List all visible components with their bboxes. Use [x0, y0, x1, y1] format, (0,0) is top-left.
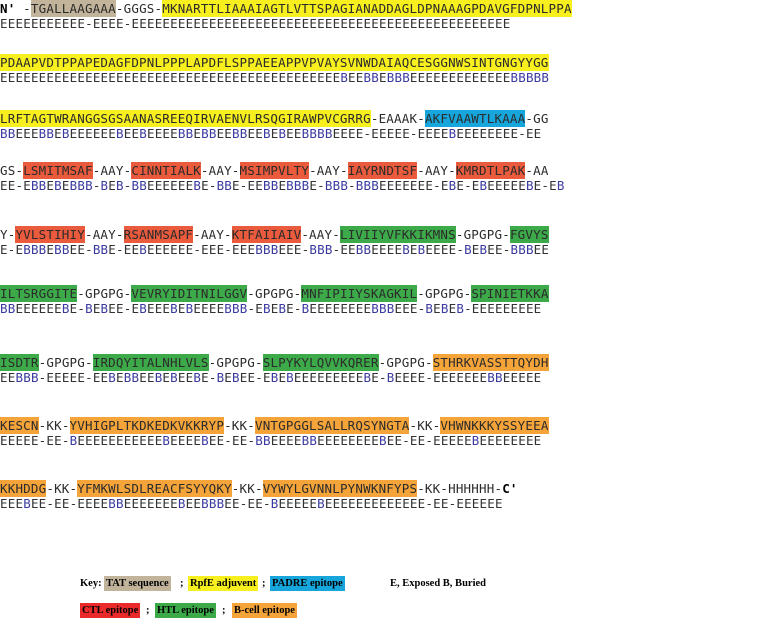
linker: -AAY-: [309, 163, 348, 178]
accessibility-row: BBEEEEEEBE-BEBEE-EBEEEBEBEEEEBBB-EBEBE-B…: [0, 301, 542, 316]
linker: -AAY-: [301, 227, 340, 242]
ctl-epitope: LSMITMSAF: [23, 162, 93, 179]
bcell-epitope: STHRKVASSTTQYDH: [432, 354, 549, 371]
rpfe-adjuvant: MKNARTTLIAAAIAGTLVTTSPAGIANADDAGLDPNAAAG…: [162, 0, 572, 17]
linker: -KK-: [38, 418, 70, 433]
linker: -AAY-: [193, 227, 232, 242]
accessibility-row: EEEEEEEEEEE-EEEE-EEEEEEEEEEEEEEEEEEEEEEE…: [0, 16, 511, 31]
sequence-row: Y-YVLSTIHIY-AAY-RSANMSAPF-AAY-KTFAIIAIV-…: [0, 226, 549, 243]
accessibility-row: EEBBB-EEEEE-EEBEBBEEBEBEEBE-BEBEE-EBEBEE…: [0, 370, 542, 385]
linker: -GPGPG-: [247, 286, 302, 301]
linker: -GPGPG-: [77, 286, 132, 301]
linker: -EAAAK-: [370, 111, 425, 126]
legend-tat: TAT sequence: [104, 576, 171, 591]
rpfe-adjuvant: LRFTAGTWRANGGSGSAANASREEQIRVAENVLRSQGIRA…: [0, 110, 371, 127]
legend-htl: HTL epitope: [155, 603, 216, 618]
bcell-epitope: KESCN: [0, 417, 39, 434]
legend-sep: ;: [180, 578, 184, 589]
linker: -KK-: [409, 418, 441, 433]
legend-sep: ;: [262, 578, 266, 589]
linker: -AAY-: [417, 163, 456, 178]
terminus-label: C': [502, 481, 518, 496]
sequence-row: PDAAPVDTPPAPEDAGFDPNLPPPLAPDFLSPPAEEAPPV…: [0, 54, 549, 71]
accessibility-row: EEEEEEEEEEEEEEEEEEEEEEEEEEEEEEEEEEEEEEEE…: [0, 70, 550, 85]
linker: -KK-HHHHHH-: [417, 481, 503, 496]
legend-ctl: CTL epitope: [80, 603, 141, 618]
linker: -GPGPG-: [378, 355, 433, 370]
htl-epitope: SLPYKYLQVVKQRER: [262, 354, 379, 371]
accessibility-row: EE-EBBEBEBBB-BEB-BBEEEEEEBE-BBE-EEBBEBBB…: [0, 178, 565, 193]
legend-padre: PADRE epitope: [270, 576, 345, 591]
linker: -KK-: [231, 481, 263, 496]
ctl-epitope: RSANMSAPF: [123, 226, 194, 243]
legend-bcell: B-cell epitope: [232, 603, 297, 618]
linker: -GG: [525, 111, 549, 126]
linker: -AAY-: [92, 163, 132, 178]
linker: Y-: [0, 227, 16, 242]
bcell-epitope: VHWNKKKYSSYEEA: [440, 417, 549, 434]
linker: GS-: [0, 163, 24, 178]
htl-epitope: ILTSRGGITE: [0, 285, 78, 302]
ctl-epitope: IAYRNDTSF: [347, 162, 418, 179]
htl-epitope: ISDTR: [0, 354, 39, 371]
bcell-epitope: VNTGPGGLSALLRQSYNGTA: [254, 417, 410, 434]
tat-sequence: TGALLAAGAAA: [30, 0, 116, 17]
bcell-epitope: YFMKWLSDLREACFSYYQKY: [77, 480, 232, 497]
ctl-epitope: KTFAIIAIV: [231, 226, 302, 243]
sequence-row: LRFTAGTWRANGGSGSAANASREEQIRVAENVLRSQGIRA…: [0, 110, 549, 127]
linker: -GGGS-: [115, 1, 163, 16]
ctl-epitope: KMRDTLPAK: [455, 162, 526, 179]
legend-exposure-note: E, Exposed B, Buried: [390, 578, 486, 589]
accessibility-row: EEEEE-EE-BEEEEEEEEEEEBEEEEBEE-EE-BBEEEEB…: [0, 433, 542, 448]
linker: -GPGPG-: [208, 355, 263, 370]
accessibility-row: EEEBEE-EE-EEEEBBEEEEEEEBEEBBBEE-EE-BEEEE…: [0, 496, 503, 511]
legend-rpfe: RpfE adjuvent: [188, 576, 259, 591]
linker: -: [15, 1, 31, 16]
htl-epitope: LIVIIYVFKKIKMNS: [339, 226, 456, 243]
htl-epitope: IRDQYITALNHLVLS: [92, 354, 209, 371]
bcell-epitope: VYWYLGVNNLPYNWKNFYPS: [262, 480, 418, 497]
bcell-epitope: YVHIGPLTKDKEDKVKKRYP: [69, 417, 225, 434]
sequence-row: ILTSRGGITE-GPGPG-VEVRYIDITNILGGV-GPGPG-M…: [0, 285, 549, 302]
linker: -AA: [525, 163, 549, 178]
sequence-row: N' -TGALLAAGAAA-GGGS-MKNARTTLIAAAIAGTLVT…: [0, 0, 572, 17]
padre-epitope: AKFVAAWTLKAAA: [424, 110, 526, 127]
linker: -AAY-: [84, 227, 124, 242]
ctl-epitope: YVLSTIHIY: [15, 226, 85, 243]
legend-sep: ;: [222, 605, 226, 616]
rpfe-adjuvant: PDAAPVDTPPAPEDAGFDPNLPPPLAPDFLSPPAEEAPPV…: [0, 54, 549, 71]
sequence-row: GS-LSMITMSAF-AAY-CINNTIALK-AAY-MSIMPVLTY…: [0, 162, 549, 179]
legend-key-label: Key:: [80, 578, 102, 589]
sequence-row: KESCN-KK-YVHIGPLTKDKEDKVKKRYP-KK-VNTGPGG…: [0, 417, 549, 434]
linker: -GPGPG-: [38, 355, 93, 370]
bcell-epitope: KKHDDG: [0, 480, 47, 497]
linker: -AAY-: [200, 163, 240, 178]
ctl-epitope: MSIMPVLTY: [239, 162, 310, 179]
htl-epitope: FGVYS: [509, 226, 549, 243]
linker: -GPGPG-: [417, 286, 472, 301]
linker: -KK-: [46, 481, 78, 496]
linker: -KK-: [224, 418, 255, 433]
terminus-label: N': [0, 1, 16, 16]
htl-epitope: VEVRYIDITNILGGV: [131, 285, 248, 302]
linker: -GPGPG-: [455, 227, 510, 242]
accessibility-row: BBEEEBBEBEEEEEEBEEBEEEEBBEBBEEBBEEBEBEEB…: [0, 126, 542, 141]
legend-sep: ;: [146, 605, 150, 616]
htl-epitope: SPINIETKKA: [471, 285, 549, 302]
ctl-epitope: CINNTIALK: [131, 162, 201, 179]
accessibility-row: E-EBBBEBBEE-BBE-EEBEEEEEE-EEE-EEEBBBEEE-…: [0, 242, 550, 257]
sequence-row: ISDTR-GPGPG-IRDQYITALNHLVLS-GPGPG-SLPYKY…: [0, 354, 549, 371]
sequence-row: KKHDDG-KK-YFMKWLSDLREACFSYYQKY-KK-VYWYLG…: [0, 480, 518, 497]
htl-epitope: MNFIPIIYSKAGKIL: [301, 285, 418, 302]
